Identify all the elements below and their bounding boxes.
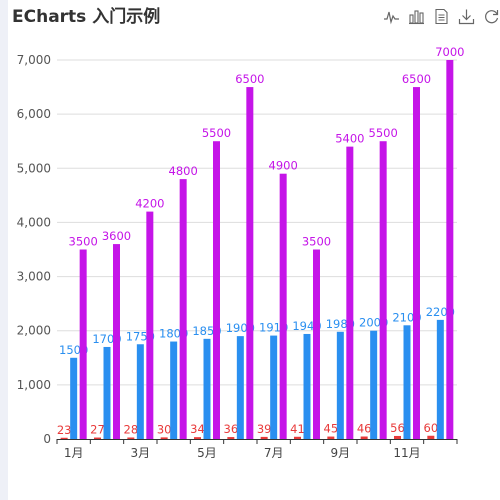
x-tick-label: 5月: [197, 446, 217, 460]
x-tick-label: 7月: [264, 446, 284, 460]
data-label: 39: [257, 422, 272, 436]
x-tick-label: 1月: [64, 446, 84, 460]
y-tick-label: 1,000: [17, 378, 51, 392]
y-tick-label: 5,000: [17, 161, 51, 175]
bar: [170, 341, 178, 439]
bar: [246, 87, 254, 440]
data-view-icon[interactable]: [433, 8, 450, 25]
data-label: 3500: [69, 235, 98, 249]
save-image-icon[interactable]: [458, 8, 475, 25]
bar: [446, 60, 454, 439]
y-tick-label: 3,000: [17, 270, 51, 284]
data-label: 60: [424, 421, 439, 435]
bar: [294, 436, 301, 439]
bar: [136, 344, 144, 439]
y-tick-label: 7,000: [17, 53, 51, 67]
data-label: 23: [57, 423, 72, 437]
y-tick-label: 4,000: [17, 215, 51, 229]
data-label: 5500: [202, 126, 231, 140]
data-label: 41: [290, 422, 305, 436]
data-label: 6500: [402, 72, 431, 86]
bar: [270, 335, 278, 439]
bar: [346, 146, 354, 439]
chart-title: ECharts 入门示例: [12, 7, 161, 27]
bar: [113, 244, 120, 439]
x-tick-label: 3月: [131, 446, 151, 460]
data-label: 30: [157, 422, 172, 436]
y-tick-label: 0: [43, 432, 51, 446]
data-label: 34: [190, 422, 205, 436]
bar: [103, 346, 111, 439]
bar-chart-icon[interactable]: [408, 8, 425, 25]
y-tick-label: 6,000: [17, 107, 51, 121]
bar: [227, 437, 235, 439]
bar: [360, 436, 368, 439]
data-label: 4900: [269, 159, 298, 173]
bar: [203, 338, 211, 439]
bar: [327, 436, 335, 439]
bar: [279, 173, 287, 439]
data-label: 56: [390, 421, 405, 435]
bar: [403, 325, 411, 439]
bar: [394, 435, 401, 439]
bar: [379, 141, 387, 439]
x-tick-label: 9月: [331, 446, 351, 460]
bar: [70, 357, 78, 439]
data-label: 4200: [135, 197, 164, 211]
y-tick-label: 2,000: [17, 324, 51, 338]
bar: [370, 330, 378, 439]
data-label: 4800: [169, 164, 198, 178]
bar: [303, 333, 311, 439]
line-chart-icon[interactable]: [383, 8, 400, 25]
left-edge-strip: [0, 0, 8, 500]
bar: [313, 249, 320, 439]
data-label: 3500: [302, 235, 331, 249]
bar: [260, 436, 268, 439]
bar: [436, 319, 444, 439]
restore-icon[interactable]: [483, 8, 500, 25]
bar: [79, 249, 87, 439]
bar: [236, 336, 244, 439]
data-label: 45: [324, 422, 339, 436]
data-label: 7000: [435, 45, 464, 59]
bar: [160, 437, 168, 439]
bar: [427, 435, 435, 439]
bar: [60, 437, 68, 439]
bar: [94, 437, 101, 439]
bar: [336, 331, 344, 439]
bar: [146, 211, 154, 439]
data-label: 46: [357, 422, 372, 436]
data-label: 6500: [235, 72, 264, 86]
data-label: 5500: [369, 126, 398, 140]
bar: [213, 141, 220, 439]
bar: [127, 437, 135, 439]
data-label: 3600: [102, 229, 131, 243]
x-tick-label: 11月: [393, 446, 420, 460]
data-label: 28: [124, 422, 139, 436]
bar: [179, 179, 187, 439]
data-label: 5400: [335, 132, 364, 146]
bar: [194, 437, 201, 439]
data-label: 27: [90, 423, 105, 437]
bar: [413, 87, 420, 440]
chart-toolbox: [383, 6, 500, 26]
data-label: 36: [224, 422, 239, 436]
